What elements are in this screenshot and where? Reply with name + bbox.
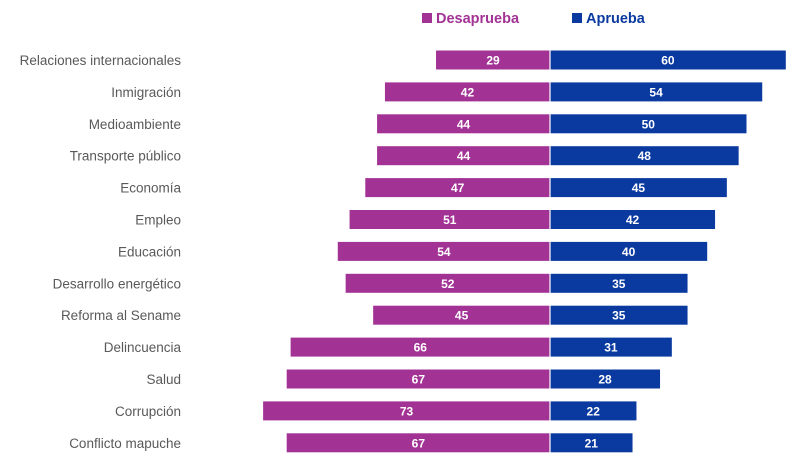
category-label-economia: Economía: [120, 181, 181, 196]
value-label-aprueba-medioambiente: 50: [642, 117, 656, 131]
category-label-conflicto-mapuche: Conflicto mapuche: [69, 436, 181, 451]
value-label-desaprueba-medioambiente: 44: [457, 117, 471, 131]
bar-aprueba-conflicto-mapuche: [550, 433, 633, 453]
value-label-desaprueba-delincuencia: 66: [414, 341, 428, 355]
category-label-corrupcion: Corrupción: [115, 404, 181, 419]
bar-aprueba-educacion: [550, 241, 708, 261]
legend-desaprueba-label: Desaprueba: [436, 11, 520, 27]
category-label-delincuencia: Delincuencia: [104, 340, 182, 355]
value-label-desaprueba-salud: 67: [412, 373, 426, 387]
value-label-desaprueba-economia: 47: [451, 181, 465, 195]
bar-aprueba-inmigracion: [550, 82, 763, 102]
value-label-desaprueba-relaciones-internacionales: 29: [486, 54, 500, 68]
bar-desaprueba-delincuencia: [290, 337, 550, 357]
value-label-desaprueba-empleo: 51: [443, 213, 457, 227]
bar-desaprueba-empleo: [349, 210, 550, 229]
bar-aprueba-salud: [550, 369, 661, 389]
category-label-transporte-publico: Transporte público: [70, 149, 181, 164]
value-label-desaprueba-corrupcion: 73: [400, 404, 414, 418]
bar-desaprueba-relaciones-internacionales: [436, 50, 550, 70]
value-label-aprueba-reforma-al-sename: 35: [612, 309, 626, 323]
bar-desaprueba-economia: [365, 178, 550, 198]
bar-desaprueba-corrupcion: [263, 401, 550, 421]
value-label-desaprueba-desarrollo-energetico: 52: [441, 277, 455, 291]
bar-aprueba-corrupcion: [550, 401, 637, 421]
bar-desaprueba-conflicto-mapuche: [286, 433, 550, 453]
category-label-empleo: Empleo: [135, 213, 181, 228]
category-label-relaciones-internacionales: Relaciones internacionales: [20, 53, 182, 68]
value-label-aprueba-corrupcion: 22: [587, 404, 601, 418]
value-label-aprueba-conflicto-mapuche: 21: [585, 436, 599, 450]
bar-aprueba-medioambiente: [550, 114, 747, 134]
legend-aprueba-label: Aprueba: [586, 11, 646, 27]
value-label-aprueba-delincuencia: 31: [604, 341, 618, 355]
bar-desaprueba-desarrollo-energetico: [345, 273, 550, 293]
value-label-aprueba-salud: 28: [598, 373, 612, 387]
value-label-aprueba-economia: 45: [632, 181, 646, 195]
value-label-desaprueba-educacion: 54: [437, 245, 451, 259]
bar-desaprueba-educacion: [337, 241, 550, 261]
bar-aprueba-delincuencia: [550, 337, 672, 357]
category-label-reforma-al-sename: Reforma al Sename: [61, 308, 181, 323]
legend-aprueba-swatch: [572, 13, 582, 23]
value-label-desaprueba-reforma-al-sename: 45: [455, 309, 469, 323]
value-label-aprueba-inmigracion: 54: [649, 85, 663, 99]
bar-aprueba-economia: [550, 178, 727, 198]
bar-desaprueba-transporte-publico: [377, 146, 550, 166]
bar-aprueba-desarrollo-energetico: [550, 273, 688, 293]
value-label-aprueba-educacion: 40: [622, 245, 636, 259]
value-label-desaprueba-conflicto-mapuche: 67: [412, 436, 426, 450]
legend-desaprueba-swatch: [422, 13, 432, 23]
bar-desaprueba-salud: [286, 369, 550, 389]
bar-desaprueba-medioambiente: [377, 114, 550, 134]
category-label-salud: Salud: [146, 372, 181, 387]
value-label-desaprueba-transporte-publico: 44: [457, 149, 471, 163]
bar-desaprueba-inmigracion: [384, 82, 550, 102]
category-label-inmigracion: Inmigración: [111, 85, 181, 100]
bar-aprueba-transporte-publico: [550, 146, 739, 166]
category-label-desarrollo-energetico: Desarrollo energético: [53, 276, 181, 291]
bar-aprueba-relaciones-internacionales: [550, 50, 786, 70]
category-label-medioambiente: Medioambiente: [89, 117, 181, 132]
bar-desaprueba-reforma-al-sename: [373, 305, 550, 325]
value-label-desaprueba-inmigracion: 42: [461, 85, 475, 99]
value-label-aprueba-relaciones-internacionales: 60: [661, 54, 675, 68]
value-label-aprueba-empleo: 42: [626, 213, 640, 227]
bar-aprueba-reforma-al-sename: [550, 305, 688, 325]
category-label-educacion: Educación: [118, 244, 181, 259]
bar-aprueba-empleo: [550, 210, 716, 229]
value-label-aprueba-transporte-publico: 48: [638, 149, 652, 163]
value-label-aprueba-desarrollo-energetico: 35: [612, 277, 626, 291]
